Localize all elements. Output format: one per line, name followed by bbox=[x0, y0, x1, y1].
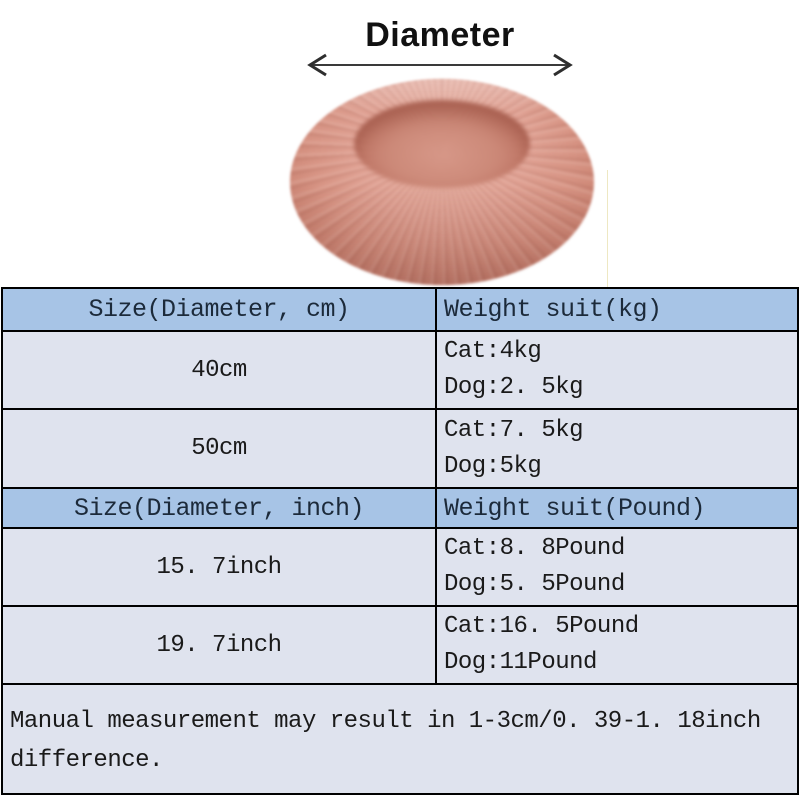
cat-weight: Cat:8. 8Pound bbox=[444, 535, 625, 562]
cat-weight: Cat:4kg bbox=[444, 338, 542, 365]
diameter-label: Diameter bbox=[365, 16, 515, 54]
size-value-50cm: 50cm bbox=[3, 410, 435, 487]
header-weight-kg: Weight suit(kg) bbox=[437, 289, 797, 330]
pet-bed-image bbox=[290, 79, 594, 285]
dog-weight: Dog:5. 5Pound bbox=[444, 571, 625, 598]
size-value-19-7inch: 19. 7inch bbox=[3, 607, 435, 683]
measurement-note: Manual measurement may result in 1-3cm/0… bbox=[3, 685, 797, 793]
header-size-inch: Size(Diameter, inch) bbox=[3, 489, 435, 527]
pet-bed-crater bbox=[353, 99, 531, 189]
size-value-40cm: 40cm bbox=[3, 332, 435, 408]
weight-cell-40cm: Cat:4kg Dog:2. 5kg bbox=[437, 332, 797, 408]
dog-weight: Dog:11Pound bbox=[444, 649, 597, 676]
cat-weight: Cat:16. 5Pound bbox=[444, 613, 639, 640]
weight-cell-19-7inch: Cat:16. 5Pound Dog:11Pound bbox=[437, 607, 797, 683]
weight-cell-50cm: Cat:7. 5kg Dog:5kg bbox=[437, 410, 797, 487]
header-size-cm: Size(Diameter, cm) bbox=[3, 289, 435, 330]
dog-weight: Dog:5kg bbox=[444, 452, 542, 480]
note-line-2: difference. bbox=[10, 747, 163, 774]
header-weight-pound: Weight suit(Pound) bbox=[437, 489, 797, 527]
size-chart-table: Size(Diameter, cm) Weight suit(kg) 40cm … bbox=[1, 287, 799, 795]
note-line-1: Manual measurement may result in 1-3cm/0… bbox=[10, 708, 761, 735]
cat-weight: Cat:7. 5kg bbox=[444, 416, 584, 444]
faint-artifact-line bbox=[607, 170, 608, 287]
dog-weight: Dog:2. 5kg bbox=[444, 374, 584, 401]
diameter-arrow-icon bbox=[307, 53, 573, 77]
weight-cell-15-7inch: Cat:8. 8Pound Dog:5. 5Pound bbox=[437, 529, 797, 605]
size-value-15-7inch: 15. 7inch bbox=[3, 529, 435, 605]
